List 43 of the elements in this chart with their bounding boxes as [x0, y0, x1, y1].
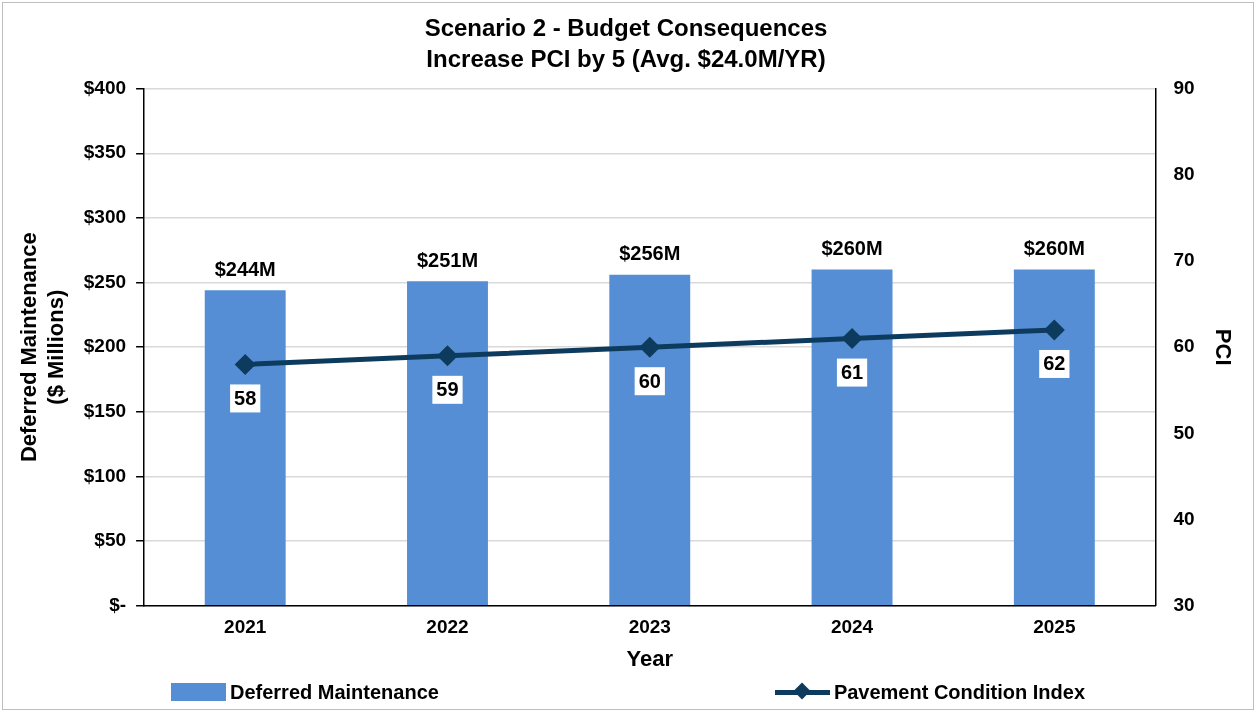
y2-tick-label: 90 — [1173, 76, 1195, 98]
x-tick-label: 2025 — [1033, 616, 1076, 638]
y2-tick-label: 80 — [1173, 163, 1195, 185]
point — [1044, 320, 1064, 340]
y-tick-label: $- — [109, 594, 127, 616]
x-tick-label: 2023 — [628, 616, 671, 638]
data-label: 62 — [1043, 352, 1066, 375]
data-label: $256M — [619, 242, 681, 265]
y-tick-label: $350 — [83, 141, 127, 163]
point — [437, 346, 457, 366]
data-label: $260M — [821, 237, 883, 260]
y2-tick-label: 50 — [1173, 421, 1195, 443]
y2-tick-label: 60 — [1173, 335, 1195, 357]
data-label: $251M — [416, 248, 479, 271]
chart-subtitle: Increase PCI by 5 (Avg. $24.0M/YR) — [426, 44, 826, 72]
data-label: $260M — [1023, 237, 1085, 260]
data-label: 61 — [840, 361, 864, 384]
x-axis-title: Year — [626, 645, 674, 671]
y-tick-label: $400 — [83, 76, 127, 98]
legend-label: Pavement Condition Index — [833, 680, 1086, 704]
y-tick-label: $200 — [83, 335, 127, 357]
y-tick-label: $150 — [83, 400, 127, 422]
y-tick-label: $100 — [83, 464, 127, 486]
point — [640, 337, 660, 357]
y2-tick-label: 40 — [1173, 507, 1195, 529]
chart-title: Scenario 2 - Budget Consequences — [424, 14, 828, 42]
data-label: 60 — [638, 369, 661, 392]
legend-label: Deferred Maintenance — [229, 680, 439, 704]
x-tick-label: 2021 — [224, 616, 267, 638]
data-label: 59 — [436, 378, 459, 401]
y-tick-label: $300 — [83, 206, 127, 228]
x-tick-label: 2024 — [830, 616, 874, 638]
data-label: 58 — [234, 386, 257, 409]
x-tick-label: 2022 — [426, 616, 469, 638]
y-tick-label: $250 — [83, 270, 127, 292]
y2-tick-label: 30 — [1173, 594, 1195, 616]
y-axis-title: Deferred Maintenance ($ Millions) — [16, 232, 68, 463]
y-tick-label: $50 — [94, 529, 127, 551]
point — [235, 354, 255, 374]
y2-axis-title: PCI — [1210, 328, 1236, 366]
y2-tick-label: 70 — [1173, 249, 1195, 271]
data-label: $244M — [214, 257, 276, 280]
point — [842, 329, 862, 349]
